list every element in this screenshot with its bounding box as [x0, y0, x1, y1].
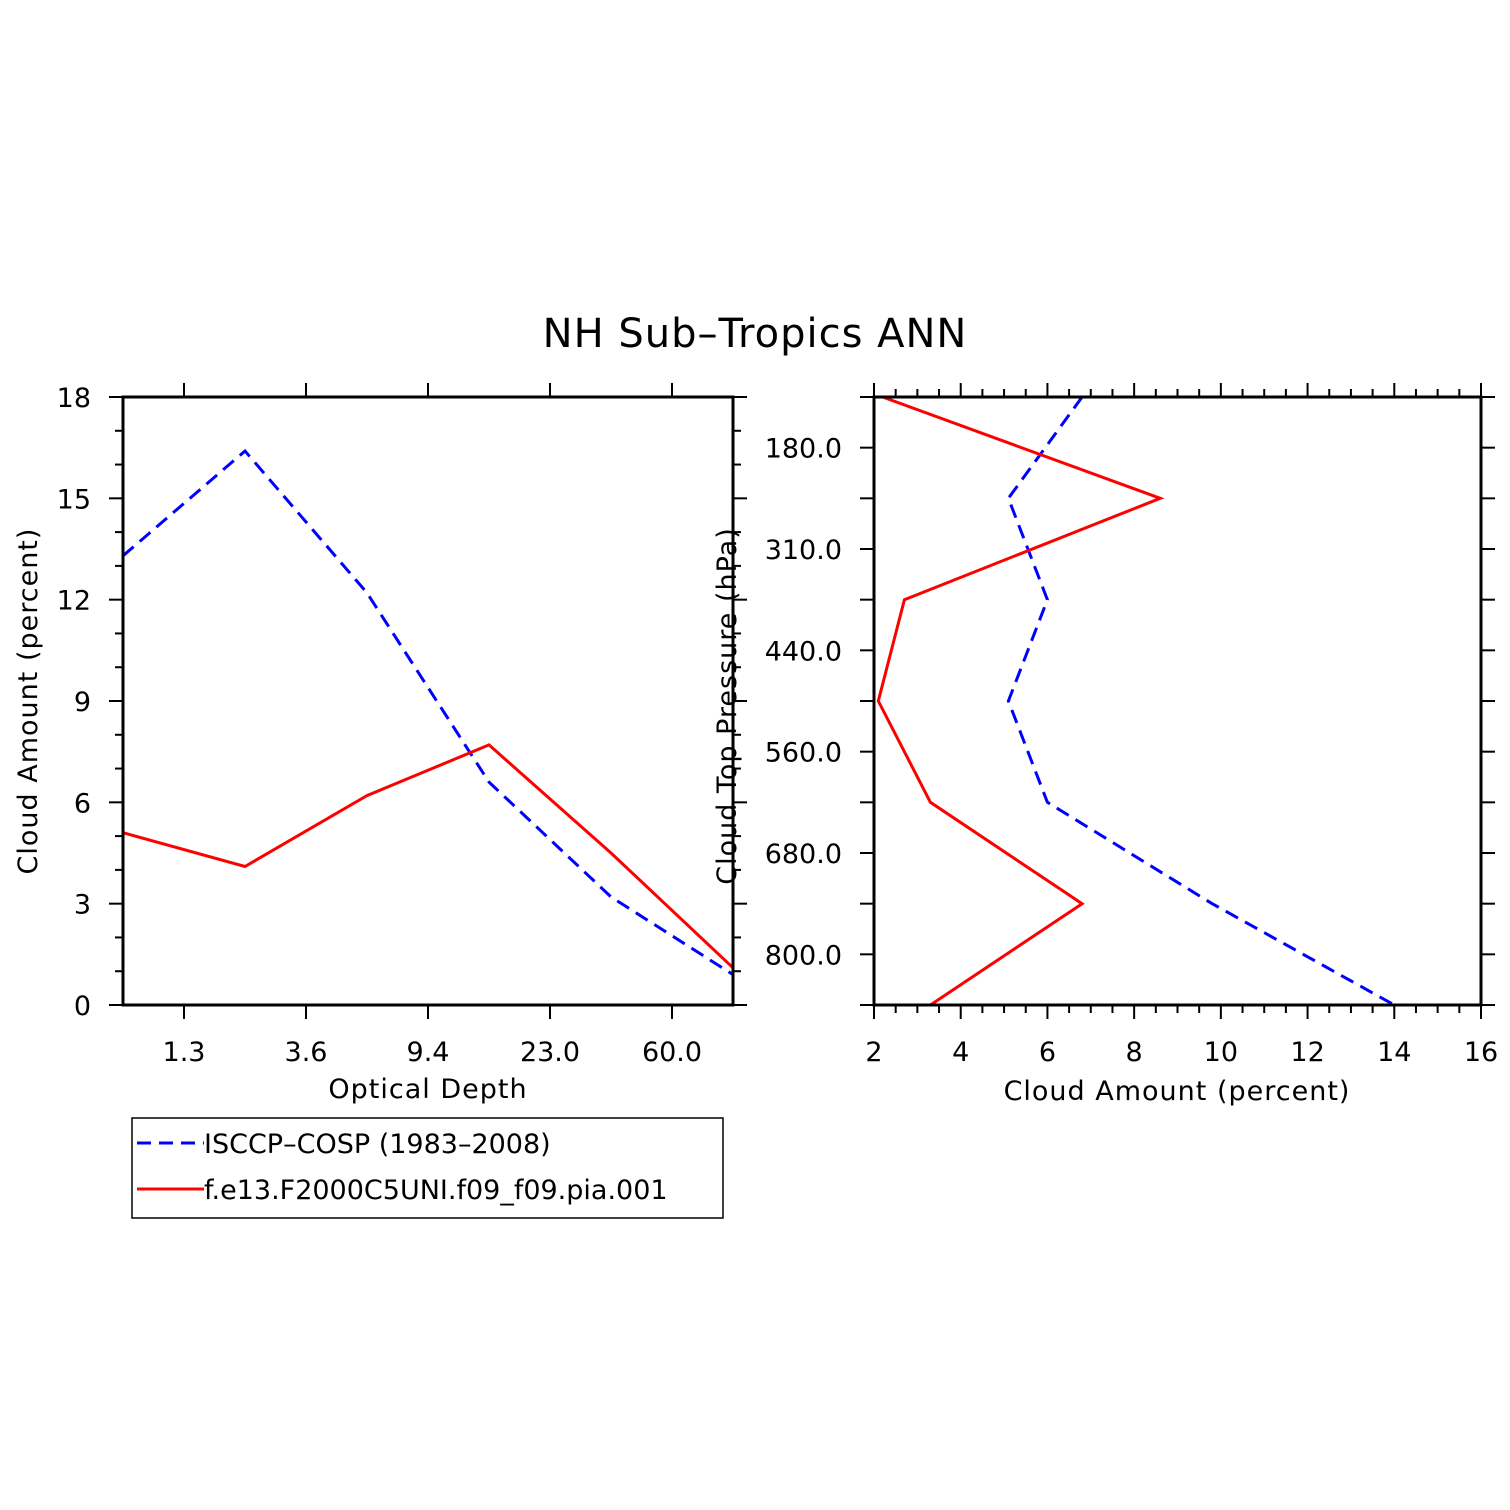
y-tick-label: 0: [74, 991, 91, 1022]
legend-model-label: f.e13.F2000C5UNI.f09_f09.pia.001: [204, 1175, 668, 1206]
figure-title: NH Sub–Tropics ANN: [543, 311, 968, 357]
obs-line: [122, 448, 734, 976]
y-tick-label: 440.0: [765, 636, 842, 667]
legend: ISCCP–COSP (1983–2008) f.e13.F2000C5UNI.…: [131, 1117, 724, 1219]
y-tick-label: 800.0: [765, 940, 842, 971]
x-tick-label: 60.0: [642, 1037, 702, 1068]
pressure-series: [876, 395, 1396, 1007]
pressure-plot-frame: [872, 395, 1483, 1007]
x-tick-label: 10: [1204, 1037, 1238, 1068]
x-tick-label: 8: [1126, 1037, 1143, 1068]
y-tick-label: 3: [74, 890, 91, 921]
x-tick-label: 23.0: [520, 1037, 580, 1068]
x-tick-label: 16: [1464, 1037, 1498, 1068]
pressure-ylabel: Cloud Top Pressure (hPa): [712, 527, 743, 885]
model-line: [876, 395, 1165, 1007]
pressure-ticks: 2 4 6 8 10 12 14 16 180.0 310.0 440.0 560.0 680.0 800…: [765, 383, 1498, 1068]
x-tick-label: 12: [1290, 1037, 1324, 1068]
legend-obs-label: ISCCP–COSP (1983–2008): [204, 1129, 551, 1160]
obs-line: [1006, 396, 1396, 1007]
optical-depth-plot-frame: [121, 395, 735, 1007]
x-tick-label: 14: [1377, 1037, 1411, 1068]
y-tick-label: 15: [57, 484, 91, 515]
legend-box: [131, 1117, 724, 1219]
y-tick-label: 6: [74, 788, 91, 819]
pressure-xlabel: Cloud Amount (percent): [1004, 1076, 1351, 1107]
y-tick-label: 680.0: [765, 839, 842, 870]
pressure-panel: 2 4 6 8 10 12 14 16 180.0 310.0 440.0 560.0 680.0 800…: [712, 383, 1498, 1107]
x-tick-label: 6: [1039, 1037, 1056, 1068]
y-tick-label: 310.0: [765, 535, 842, 566]
model-line: [122, 743, 735, 969]
x-tick-label: 1.3: [163, 1037, 206, 1068]
optical-depth-xlabel: Optical Depth: [328, 1074, 527, 1105]
y-tick-label: 18: [57, 383, 91, 414]
x-tick-label: 9.4: [407, 1037, 450, 1068]
x-tick-label: 4: [952, 1037, 969, 1068]
x-tick-label: 3.6: [285, 1037, 328, 1068]
x-tick-label: 2: [865, 1037, 882, 1068]
optical-depth-ylabel: Cloud Amount (percent): [13, 528, 44, 875]
y-tick-label: 9: [74, 687, 91, 718]
optical-depth-series: [122, 448, 735, 976]
optical-depth-ticks: 0 3 6 9 12 15 18 1.3 3.6 9.4 23.0 60.0: [57, 383, 747, 1068]
y-tick-label: 180.0: [765, 434, 842, 465]
y-tick-label: 12: [57, 586, 91, 617]
optical-depth-panel: 0 3 6 9 12 15 18 1.3 3.6 9.4 23.0 60.0 Optical Dept…: [13, 383, 747, 1105]
y-tick-label: 560.0: [765, 738, 842, 769]
